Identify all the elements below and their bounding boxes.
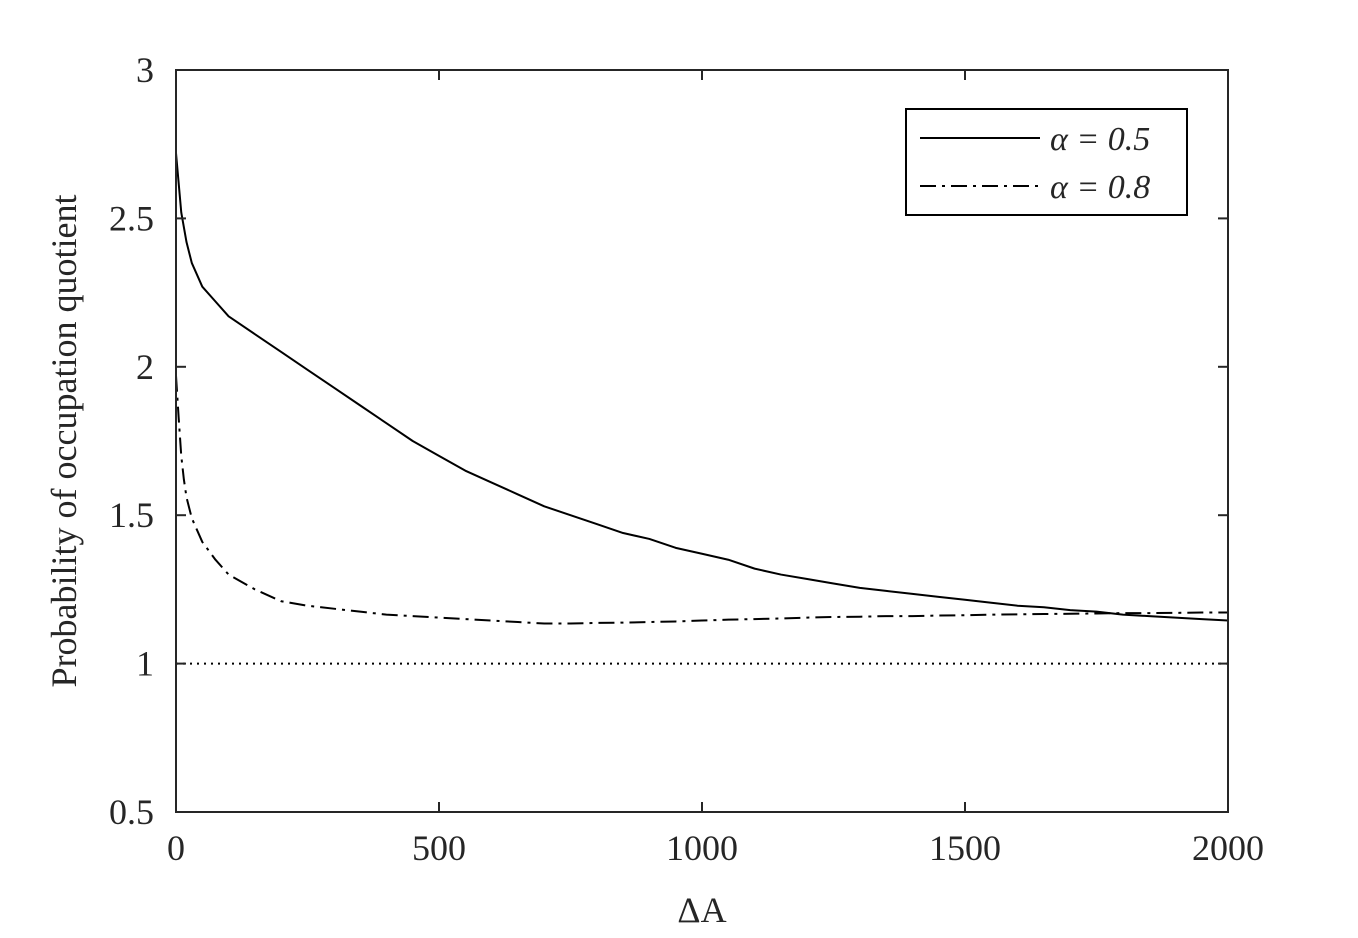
tick-labels-layer: 0 500 1000 1500 2000 0.5 1 1.5 2 2.5 3 xyxy=(109,50,1264,868)
series-line-1 xyxy=(175,375,1228,625)
legend-label-alpha-0-8: α = 0.8 xyxy=(1050,169,1150,206)
series-line-0 xyxy=(175,153,1229,622)
x-tick-label: 0 xyxy=(167,828,185,868)
legend: α = 0.5 α = 0.8 xyxy=(905,108,1188,216)
x-tick-label: 1500 xyxy=(929,828,1001,868)
y-tick-label: 3 xyxy=(136,50,154,90)
y-tick-label: 2 xyxy=(136,347,154,387)
ticks-layer xyxy=(175,69,1229,813)
y-tick-label: 1.5 xyxy=(109,495,154,535)
x-tick-label: 500 xyxy=(412,828,466,868)
series-layer xyxy=(175,153,1229,665)
y-tick-label: 1 xyxy=(136,644,154,684)
legend-label-alpha-0-5: α = 0.5 xyxy=(1050,121,1150,158)
legend-box xyxy=(905,108,1188,216)
x-axis-label: ΔA xyxy=(677,890,726,930)
y-tick-label: 2.5 xyxy=(109,198,154,238)
y-axis-label: Probability of occupation quotient xyxy=(44,195,84,688)
x-tick-label: 1000 xyxy=(666,828,738,868)
x-tick-label: 2000 xyxy=(1192,828,1264,868)
y-tick-label: 0.5 xyxy=(109,792,154,832)
